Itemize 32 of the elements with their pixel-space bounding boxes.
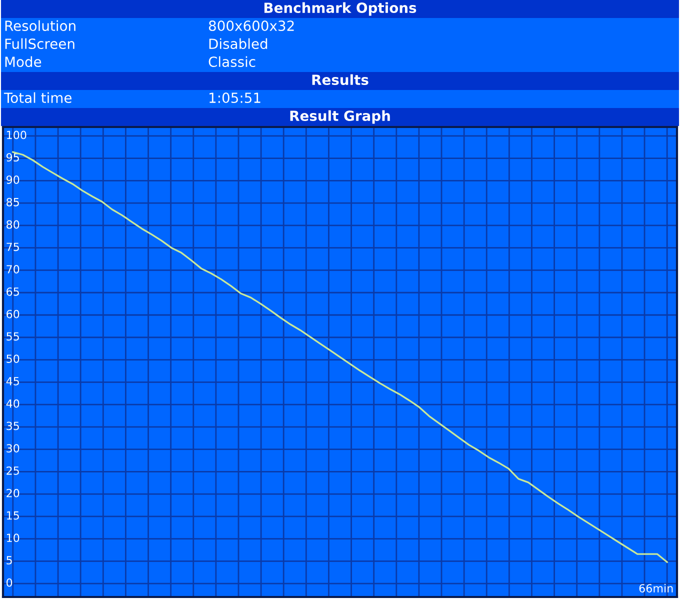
y-tick-label: 60 — [6, 310, 20, 318]
y-tick-label: 75 — [6, 242, 19, 252]
y-tick-label: 0 — [6, 578, 12, 587]
text: Disabled — [209, 38, 268, 50]
y-tick-label: 80 — [6, 220, 20, 229]
y-tick-label: 45 — [6, 377, 19, 386]
text: Mode — [5, 56, 42, 68]
y-tick-label: 30 — [6, 444, 20, 453]
annotation: 66min — [639, 584, 673, 592]
y-tick-label: 85 — [6, 198, 19, 206]
y-tick-label: 5 — [6, 556, 12, 564]
y-tick-label: 15 — [7, 511, 19, 520]
y-tick-label: 50 — [6, 354, 20, 363]
chart-title: Result Graph — [290, 110, 390, 124]
text: Resolution — [5, 20, 76, 32]
text: FullScreen — [5, 38, 74, 50]
y-tick-label: 25 — [6, 466, 19, 475]
y-tick-label: 100 — [7, 130, 26, 140]
y-tick-label: 35 — [6, 422, 19, 430]
text: Classic — [208, 56, 256, 68]
y-tick-label: 70 — [6, 265, 20, 274]
text: 1:05:51 — [210, 92, 260, 104]
y-tick-label: 55 — [6, 332, 19, 341]
text: Benchmark Options — [264, 2, 416, 16]
y-tick-label: 90 — [6, 176, 20, 184]
text: Total time — [4, 92, 72, 104]
y-tick-label: 65 — [6, 287, 19, 296]
y-tick-label: 40 — [6, 399, 20, 408]
y-tick-label: 10 — [7, 534, 20, 542]
text: Results — [312, 74, 368, 86]
text: 800x600x32 — [208, 20, 294, 32]
y-tick-label: 20 — [6, 488, 20, 498]
